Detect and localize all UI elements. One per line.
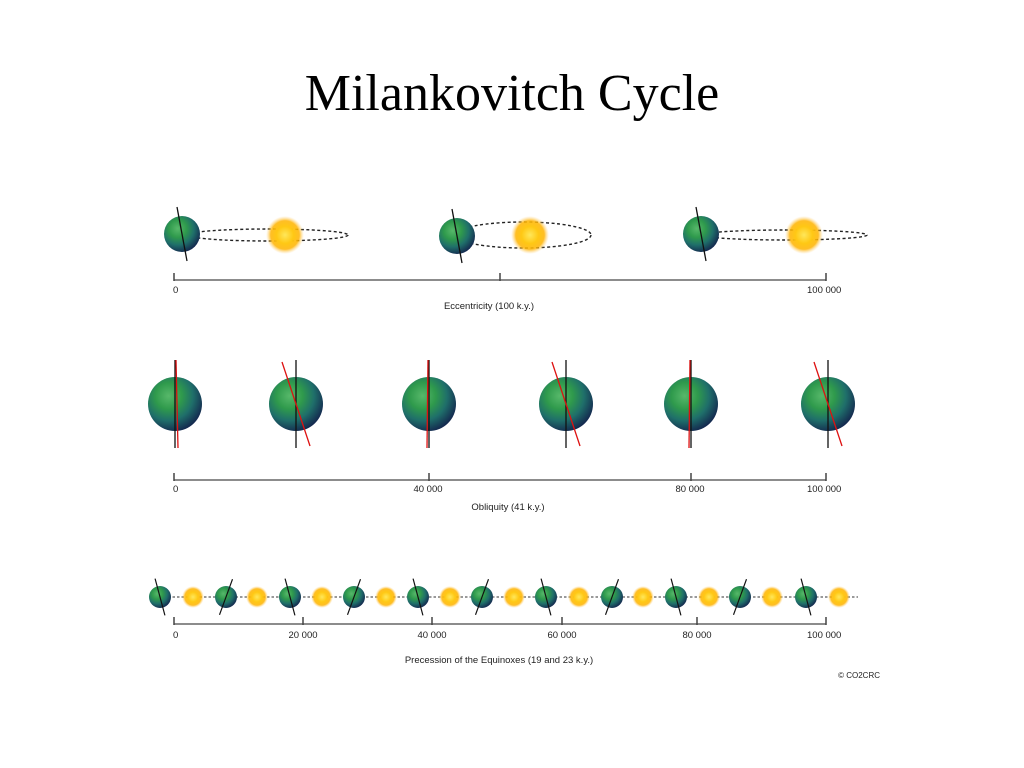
- orbit-ellipse: [702, 229, 868, 241]
- sun-icon: [568, 586, 590, 608]
- earth-axis: [176, 206, 188, 262]
- tilt-axis: [175, 359, 179, 449]
- obliquity-earth-4: [539, 360, 593, 448]
- sun-icon: [698, 586, 720, 608]
- earth-axis: [732, 578, 748, 616]
- tilt-axis: [551, 361, 581, 447]
- tick-label: 80 000: [682, 630, 711, 641]
- orbit-ellipse: [454, 221, 592, 249]
- tick-label: 0: [173, 484, 178, 495]
- sun-icon: [828, 586, 850, 608]
- sun-icon: [246, 586, 268, 608]
- earth-axis: [695, 206, 707, 262]
- tick-label: 100 000: [807, 484, 841, 495]
- tick-label: 100 000: [807, 285, 841, 296]
- tick-label: 80 000: [675, 484, 704, 495]
- sun-icon: [761, 586, 783, 608]
- eccentricity-orbit-3: [683, 206, 868, 262]
- sun-icon: [439, 586, 461, 608]
- tick-label: 100 000: [807, 630, 841, 641]
- eccentricity-orbit-2: [439, 208, 592, 264]
- tick-label: 0: [173, 285, 178, 296]
- obliquity-earth-6: [801, 360, 855, 448]
- earth-axis: [474, 578, 490, 616]
- obliquity-earth-5: [664, 359, 718, 449]
- tick-label: 60 000: [547, 630, 576, 641]
- copyright-notice: © CO2CRC: [838, 671, 880, 680]
- sun-icon: [632, 586, 654, 608]
- earth-axis: [540, 578, 552, 616]
- precession-bodies: [149, 578, 850, 616]
- obliquity-earth-3: [402, 359, 456, 449]
- eccentricity-section: 0 100 000 Eccentricity (100 k.y.): [164, 206, 868, 312]
- tilt-axis: [281, 361, 311, 447]
- tick-label: 0: [173, 630, 178, 641]
- precession-section: 0 20 000 40 000 60 000 80 000 100 000 Pr…: [149, 578, 858, 666]
- sun-icon: [503, 586, 525, 608]
- sun-icon: [266, 216, 304, 254]
- earth-axis: [284, 578, 296, 616]
- earth-axis: [154, 578, 166, 616]
- earth-axis: [451, 208, 463, 264]
- obliquity-earth-1: [148, 359, 202, 449]
- eccentricity-orbit-1: [164, 206, 349, 262]
- earth-axis: [670, 578, 682, 616]
- earth-axis: [218, 578, 234, 616]
- tick-label: 20 000: [288, 630, 317, 641]
- earth-axis: [412, 578, 424, 616]
- precession-label: Precession of the Equinoxes (19 and 23 k…: [405, 655, 593, 666]
- slide-title: Milankovitch Cycle: [304, 65, 720, 122]
- obliquity-earth-2: [269, 360, 323, 448]
- sun-icon: [311, 586, 333, 608]
- sun-icon: [375, 586, 397, 608]
- tilt-axis: [813, 361, 843, 447]
- tick-label: 40 000: [417, 630, 446, 641]
- earth-axis: [800, 578, 812, 616]
- earth-axis: [346, 578, 362, 616]
- tilt-axis: [426, 359, 429, 449]
- earth-axis: [604, 578, 620, 616]
- tilt-axis: [688, 359, 691, 449]
- sun-icon: [182, 586, 204, 608]
- sun-icon: [511, 216, 549, 254]
- eccentricity-label: Eccentricity (100 k.y.): [444, 301, 534, 312]
- sun-icon: [785, 216, 823, 254]
- obliquity-label: Obliquity (41 k.y.): [471, 502, 544, 513]
- tick-label: 40 000: [413, 484, 442, 495]
- obliquity-section: 0 40 000 80 000 100 000 Obliquity (41 k.…: [148, 359, 855, 513]
